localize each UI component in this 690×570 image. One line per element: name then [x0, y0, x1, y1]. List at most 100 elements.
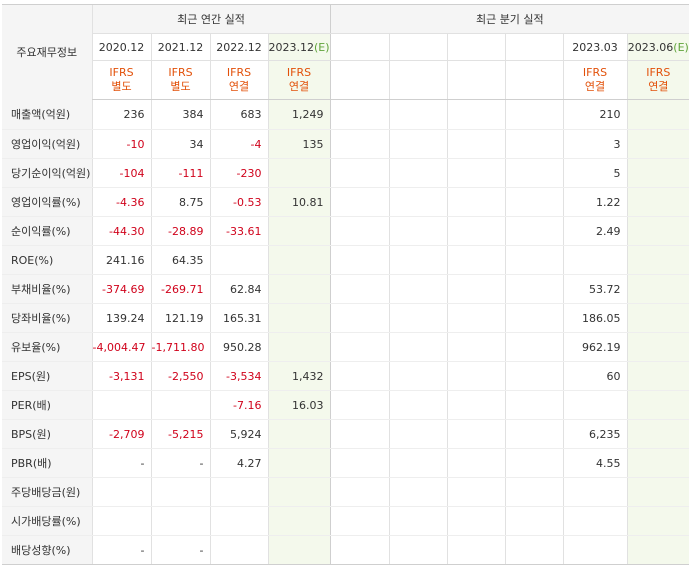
table-row: 배당성향(%) - -	[2, 535, 690, 565]
table-cell	[267, 274, 331, 304]
table-cell	[626, 99, 690, 130]
row-label-header: 주요재무정보	[2, 4, 92, 100]
period-header: 2022.12	[209, 33, 268, 61]
period-label: 2020.12	[98, 40, 145, 54]
table-cell: 34	[150, 129, 210, 159]
row-label: 당좌비율(%)	[2, 303, 92, 333]
quarterly-results-header: 최근 분기 실적	[329, 4, 690, 34]
period-header: 2023.03	[562, 33, 628, 61]
table-cell	[267, 419, 331, 449]
table-cell: -0.53	[209, 187, 268, 217]
row-label: ROE(%)	[2, 245, 92, 275]
table-cell	[562, 506, 628, 536]
table-cell: 60	[562, 361, 628, 391]
consolidation-label: 연결	[648, 80, 669, 93]
table-cell	[504, 448, 564, 478]
table-cell: 236	[91, 99, 151, 130]
table-cell	[626, 477, 690, 507]
table-cell	[209, 506, 268, 536]
table-cell	[504, 303, 564, 333]
table-cell	[329, 448, 390, 478]
consolidation-label: 연결	[288, 80, 310, 93]
accounting-basis-header: IFRS 별도	[150, 60, 210, 100]
table-cell	[446, 303, 506, 333]
accounting-standard-label: IFRS	[109, 66, 134, 79]
table-cell	[446, 448, 506, 478]
accounting-basis-header: IFRS 연결	[209, 60, 268, 100]
table-cell	[562, 477, 628, 507]
table-cell: -4.36	[91, 187, 151, 217]
table-cell	[329, 129, 390, 159]
consolidation-label: 연결	[228, 80, 250, 93]
table-cell	[91, 390, 151, 420]
table-cell: 4.27	[209, 448, 268, 478]
table-cell	[626, 216, 690, 246]
estimate-mark: (E)	[314, 40, 330, 54]
table-cell: 139.24	[91, 303, 151, 333]
period-header	[388, 33, 448, 61]
table-cell	[446, 477, 506, 507]
table-cell	[267, 477, 331, 507]
table-row: 주당배당금(원)	[2, 477, 690, 507]
table-row: PBR(배) - -4.27 4.55	[2, 448, 690, 478]
accounting-basis-header	[388, 60, 448, 100]
table-cell	[388, 187, 448, 217]
table-cell	[626, 448, 690, 478]
table-cell	[388, 99, 448, 130]
table-cell: 186.05	[562, 303, 628, 333]
table-cell: 241.16	[91, 245, 151, 275]
table-cell	[504, 506, 564, 536]
table-cell: 8.75	[150, 187, 210, 217]
table-row: 시가배당률(%)	[2, 506, 690, 536]
table-cell	[267, 158, 331, 188]
table-cell	[388, 216, 448, 246]
table-cell: -	[91, 535, 151, 565]
table-cell	[504, 274, 564, 304]
table-cell: -44.30	[91, 216, 151, 246]
period-header: 2023.12(E)	[267, 33, 331, 61]
table-cell: 5	[562, 158, 628, 188]
table-cell	[329, 216, 390, 246]
table-cell	[626, 187, 690, 217]
table-cell: -2,709	[91, 419, 151, 449]
table-cell	[626, 332, 690, 362]
table-cell	[504, 535, 564, 565]
table-cell	[388, 129, 448, 159]
table-row: 당기순이익(억원) -104 -111 -230 5	[2, 158, 690, 188]
row-label: 유보율(%)	[2, 332, 92, 362]
table-cell	[209, 477, 268, 507]
period-header: 2021.12	[150, 33, 210, 61]
table-cell: 64.35	[150, 245, 210, 275]
row-label: 순이익률(%)	[2, 216, 92, 246]
table-cell	[329, 506, 390, 536]
table-row: PER(배) -7.16 16.03	[2, 390, 690, 420]
table-cell	[626, 419, 690, 449]
table-cell	[504, 361, 564, 391]
table-cell: 1,249	[267, 99, 331, 130]
table-row: EPS(원) -3,131 -2,550 -3,534 1,432 60	[2, 361, 690, 391]
row-label: 부채비율(%)	[2, 274, 92, 304]
period-label: 2021.12	[157, 40, 204, 54]
estimate-mark: (E)	[673, 40, 689, 54]
table-cell: -3,534	[209, 361, 268, 391]
table-cell	[150, 390, 210, 420]
accounting-standard-label: IFRS	[582, 66, 608, 79]
table-row: 당좌비율(%) 139.24 121.19 165.31 186.05	[2, 303, 690, 333]
table-cell	[91, 477, 151, 507]
table-cell	[626, 506, 690, 536]
row-label: 영업이익(억원)	[2, 129, 92, 159]
table-cell: 5,924	[209, 419, 268, 449]
table-cell	[150, 477, 210, 507]
table-cell	[329, 477, 390, 507]
row-label: EPS(원)	[2, 361, 92, 391]
table-cell	[91, 506, 151, 536]
table-cell: -104	[91, 158, 151, 188]
table-row: ROE(%) 241.16 64.35	[2, 245, 690, 275]
table-cell: -7.16	[209, 390, 268, 420]
table-cell	[329, 390, 390, 420]
table-cell	[329, 361, 390, 391]
table-cell	[329, 99, 390, 130]
period-header: 2023.06(E)	[626, 33, 690, 61]
table-cell: 1.22	[562, 187, 628, 217]
table-cell	[329, 332, 390, 362]
